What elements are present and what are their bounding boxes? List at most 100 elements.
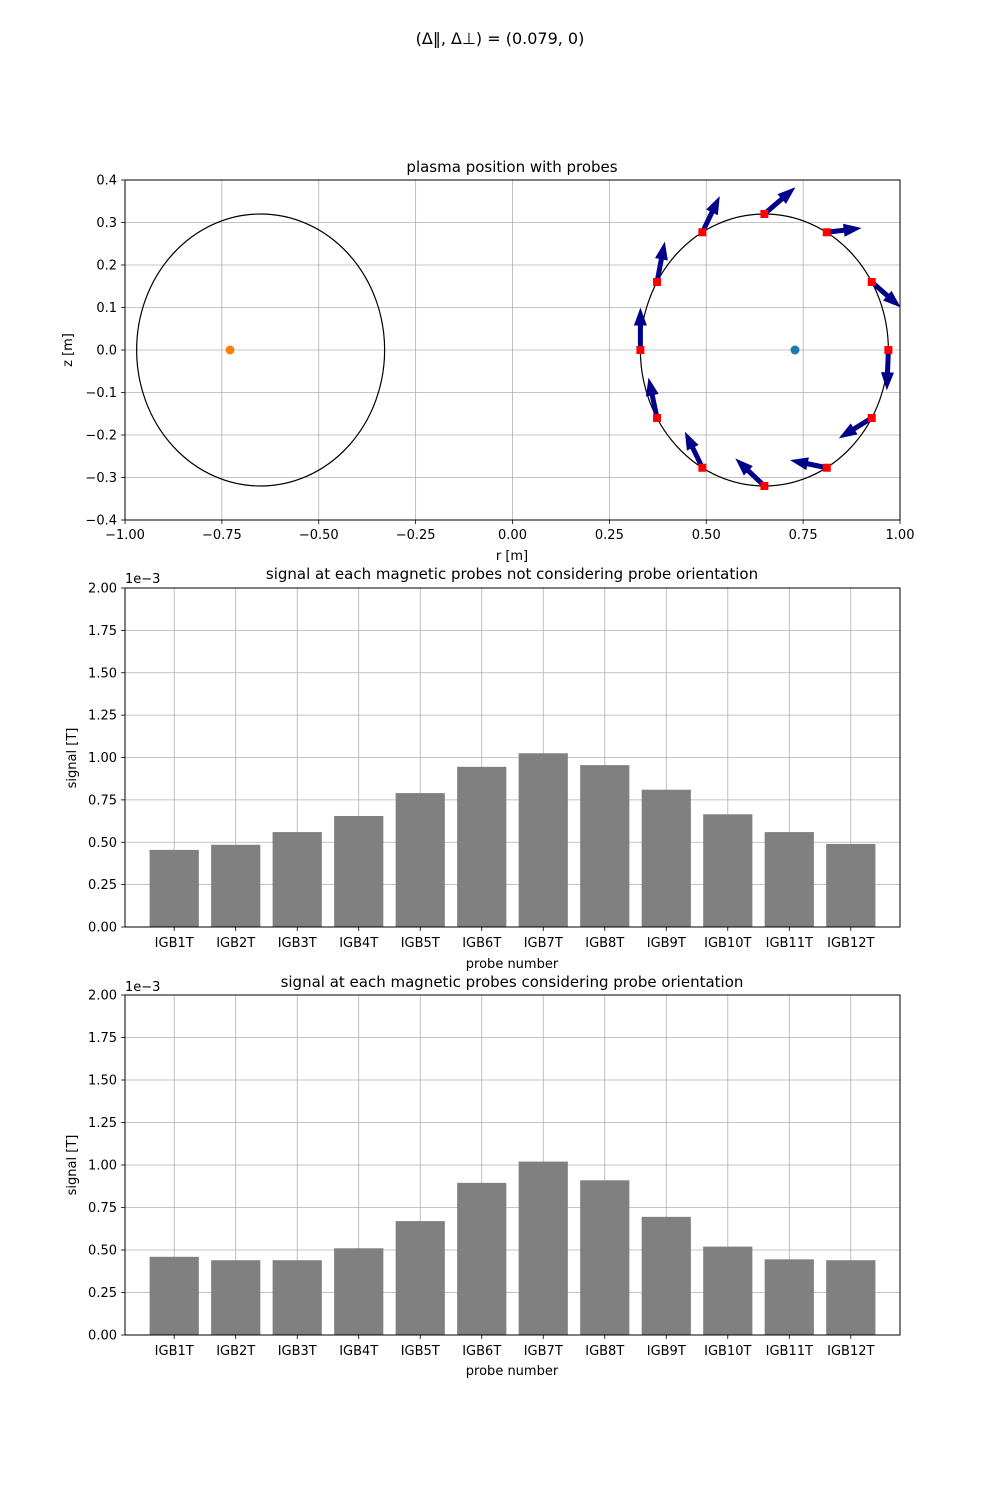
plot-area (136, 187, 900, 490)
x-tick-label: IGB11T (766, 936, 813, 951)
probe-orientation-arrow (826, 223, 862, 237)
figure-suptitle: (Δ‖, Δ⊥) = (0.079, 0) (416, 29, 585, 48)
y-tick-label: 0.4 (96, 174, 117, 189)
probe-marker (698, 228, 707, 237)
bar (764, 1259, 814, 1335)
y-tick-label: −0.3 (85, 471, 117, 486)
probe-marker (760, 210, 769, 218)
x-tick-label: IGB8T (585, 936, 624, 951)
plasma-center-marker (790, 345, 800, 355)
x-tick-label: IGB7T (524, 936, 563, 951)
probe-marker (636, 346, 645, 354)
x-axis-label: r [m] (496, 549, 528, 564)
probe-marker (760, 482, 769, 490)
probe-orientation-arrow (881, 349, 894, 391)
x-tick-label: IGB4T (339, 936, 378, 951)
bar (518, 1161, 568, 1335)
bar (149, 1256, 199, 1335)
bar (334, 1248, 384, 1335)
y-offset-label: 1e−3 (125, 980, 160, 995)
y-tick-label: 0.50 (88, 1244, 117, 1259)
y-tick-label: 0.1 (96, 301, 117, 316)
y-tick-label: 1.00 (88, 1159, 117, 1174)
y-tick-label: 2.00 (88, 582, 117, 597)
y-tick-label: −0.4 (85, 514, 117, 529)
x-tick-label: IGB9T (647, 1344, 686, 1359)
probe-orientation-arrow (790, 457, 828, 471)
y-tick-label: 0.3 (96, 216, 117, 231)
x-tick-label: IGB12T (827, 936, 874, 951)
y-tick-label: 1.50 (88, 1074, 117, 1089)
bar (703, 1246, 753, 1335)
signal-bar-chart-no-orientation: signal at each magnetic probes not consi… (65, 565, 901, 972)
y-tick-label: 0.25 (88, 1286, 117, 1301)
plasma-position-plot: plasma position with probes r [m] z [m] … (61, 158, 914, 564)
x-tick-label: IGB1T (155, 1344, 194, 1359)
probe-orientation-arrow (870, 280, 900, 308)
y-tick-label: −0.2 (85, 429, 117, 444)
y-offset-label: 1e−3 (125, 572, 160, 587)
y-tick-label: 0.75 (88, 793, 117, 808)
x-tick-label: IGB8T (585, 1344, 624, 1359)
x-tick-label: IGB2T (216, 936, 255, 951)
bar (580, 1180, 630, 1335)
axes-frame (124, 994, 901, 1336)
y-tick-label: 1.75 (88, 1031, 117, 1046)
x-tick-label: IGB4T (339, 1344, 378, 1359)
x-tick-label: IGB10T (704, 1344, 751, 1359)
probe-orientation-arrow (684, 431, 705, 469)
y-tick-label: 1.25 (88, 1116, 117, 1131)
probe-marker (867, 278, 876, 286)
x-axis-label: probe number (466, 957, 559, 972)
probe-marker (822, 463, 831, 472)
bar (395, 1221, 445, 1335)
x-tick-label: IGB10T (704, 936, 751, 951)
plot-title: signal at each magnetic probes consideri… (281, 973, 744, 991)
bar (764, 832, 814, 927)
y-tick-label: 0.50 (88, 836, 117, 851)
bar (395, 793, 445, 927)
probe-marker (884, 346, 893, 354)
x-tick-label: IGB1T (155, 936, 194, 951)
x-tick-label: IGB12T (827, 1344, 874, 1359)
x-tick-label: 0.75 (789, 528, 818, 543)
x-tick-label: IGB2T (216, 1344, 255, 1359)
probe-orientation-arrow (633, 307, 647, 350)
bar (641, 789, 691, 927)
x-tick-label: IGB3T (278, 1344, 317, 1359)
y-axis-label: z [m] (61, 333, 76, 367)
x-tick-label: IGB6T (462, 1344, 501, 1359)
y-tick-label: −0.1 (85, 386, 117, 401)
x-tick-label: IGB5T (401, 936, 440, 951)
y-axis-label: signal [T] (65, 728, 80, 789)
bar (334, 815, 384, 927)
axes-frame (124, 587, 901, 928)
x-tick-label: IGB6T (462, 936, 501, 951)
probe-orientation-arrow (762, 187, 796, 216)
y-tick-label: 0.75 (88, 1201, 117, 1216)
probe-marker (822, 228, 831, 237)
bar (641, 1216, 691, 1335)
x-tick-label: 0.25 (595, 528, 624, 543)
probe-orientation-arrow (838, 415, 873, 439)
x-tick-label: IGB9T (647, 936, 686, 951)
bar (457, 1182, 507, 1335)
x-tick-label: −0.25 (396, 528, 436, 543)
probe-orientation-arrow (654, 241, 668, 283)
signal-bar-chart-with-orientation: signal at each magnetic probes consideri… (65, 973, 901, 1379)
y-tick-label: 0.00 (88, 921, 117, 936)
probe-marker (698, 463, 707, 472)
probe-marker (653, 414, 662, 422)
bar (580, 765, 630, 927)
x-tick-label: IGB3T (278, 936, 317, 951)
bar (211, 1260, 261, 1335)
bar (703, 814, 753, 927)
bar (457, 766, 507, 927)
y-tick-label: 0.25 (88, 878, 117, 893)
y-tick-label: 1.75 (88, 624, 117, 639)
probe-orientation-arrow (735, 458, 767, 488)
plot-title: signal at each magnetic probes not consi… (266, 565, 758, 583)
axes-frame (124, 179, 901, 521)
bar (826, 1260, 876, 1335)
x-tick-label: −1.00 (105, 528, 145, 543)
